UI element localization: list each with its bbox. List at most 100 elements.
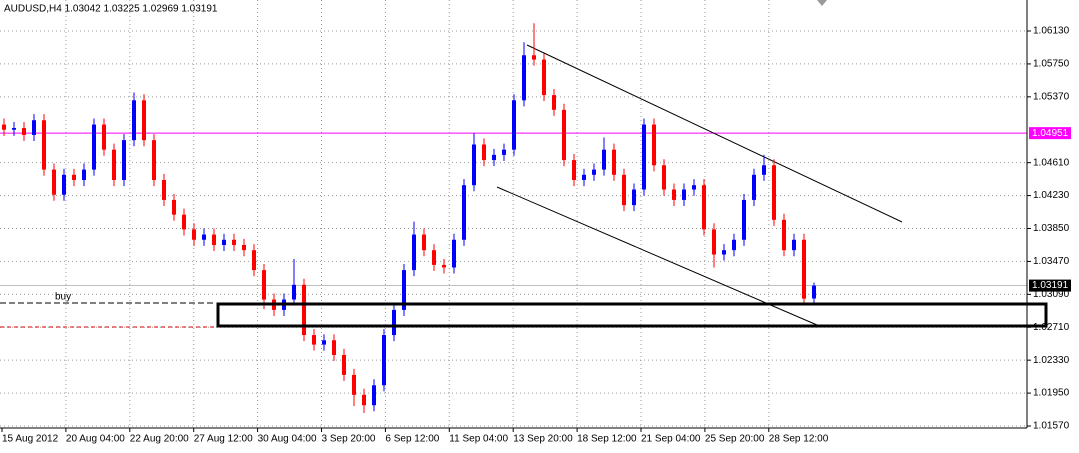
x-tick-label: 11 Sep 04:00 bbox=[449, 434, 508, 445]
candle-body bbox=[62, 174, 66, 195]
candle-body bbox=[92, 124, 96, 170]
candle-body bbox=[332, 340, 336, 355]
candle-body bbox=[512, 100, 516, 150]
candle-body bbox=[262, 270, 266, 300]
candle-body bbox=[732, 239, 736, 251]
candle-body bbox=[772, 165, 776, 220]
candle-body bbox=[72, 174, 76, 181]
candle-body bbox=[302, 284, 306, 336]
y-tick-label: 1.06130 bbox=[1033, 26, 1070, 37]
candle-body bbox=[22, 128, 26, 135]
candle-body bbox=[752, 174, 756, 200]
candle-body bbox=[592, 169, 596, 175]
candle-body bbox=[652, 124, 656, 166]
candle-body bbox=[132, 100, 136, 141]
candle-body bbox=[792, 239, 796, 251]
candle-body bbox=[312, 335, 316, 345]
candle-body bbox=[442, 264, 446, 268]
y-tick-label: 1.03850 bbox=[1033, 223, 1070, 234]
price-level-label: 1.03191 bbox=[1032, 280, 1069, 291]
x-tick-label: 20 Aug 04:00 bbox=[66, 434, 125, 445]
candle-body bbox=[492, 154, 496, 161]
candle-body bbox=[672, 189, 676, 200]
x-tick-label: 22 Aug 20:00 bbox=[130, 434, 189, 445]
candle-body bbox=[472, 144, 476, 186]
candle-body bbox=[352, 374, 356, 395]
channel-upper bbox=[526, 44, 903, 223]
candle-body bbox=[112, 149, 116, 181]
candle-body bbox=[12, 128, 16, 130]
candle-body bbox=[182, 214, 186, 230]
candle-body bbox=[722, 250, 726, 255]
candle-body bbox=[392, 309, 396, 336]
y-tick-label: 1.04230 bbox=[1033, 190, 1070, 201]
candle-body bbox=[502, 149, 506, 155]
x-tick-label: 15 Aug 2012 bbox=[2, 434, 59, 445]
candle-body bbox=[762, 165, 766, 175]
candle-body bbox=[662, 165, 666, 190]
candle-body bbox=[562, 109, 566, 161]
candle-body bbox=[32, 120, 36, 135]
candle-body bbox=[712, 229, 716, 255]
candle-body bbox=[462, 185, 466, 240]
chart-title: AUDUSD,H4 1.03042 1.03225 1.02969 1.0319… bbox=[4, 4, 218, 15]
candle-body bbox=[682, 189, 686, 200]
x-tick-label: 6 Sep 12:00 bbox=[385, 434, 439, 445]
candle-body bbox=[102, 124, 106, 150]
x-tick-label: 28 Sep 12:00 bbox=[769, 434, 829, 445]
candle-body bbox=[582, 174, 586, 181]
candle-body bbox=[292, 284, 296, 300]
candle-body bbox=[212, 234, 216, 245]
y-tick-label: 1.02710 bbox=[1033, 322, 1070, 333]
candle-body bbox=[702, 185, 706, 230]
candle-body bbox=[322, 340, 326, 345]
candle-body bbox=[362, 394, 366, 406]
candle-body bbox=[122, 140, 126, 181]
candle-body bbox=[82, 169, 86, 181]
candle-body bbox=[522, 55, 526, 101]
candle-body bbox=[422, 234, 426, 251]
candle-body bbox=[252, 250, 256, 271]
candle-body bbox=[242, 244, 246, 251]
candles bbox=[2, 23, 816, 414]
y-tick-label: 1.01570 bbox=[1033, 421, 1070, 432]
candle-body bbox=[452, 239, 456, 268]
candle-body bbox=[632, 189, 636, 206]
candle-body bbox=[152, 140, 156, 181]
price-level-box bbox=[1029, 279, 1071, 292]
candle-body bbox=[742, 199, 746, 240]
buy-label: buy bbox=[55, 292, 71, 303]
x-tick-label: 25 Sep 20:00 bbox=[705, 434, 765, 445]
y-tick-label: 1.05370 bbox=[1033, 91, 1070, 102]
candle-body bbox=[192, 229, 196, 240]
x-tick-label: 13 Sep 20:00 bbox=[513, 434, 573, 445]
candle-body bbox=[692, 185, 696, 190]
candle-body bbox=[52, 169, 56, 195]
price-level-box bbox=[1029, 127, 1071, 140]
candle-body bbox=[162, 180, 166, 200]
candle-body bbox=[402, 270, 406, 310]
candle-body bbox=[172, 199, 176, 215]
scroll-marker bbox=[817, 0, 827, 6]
x-tick-label: 3 Sep 20:00 bbox=[322, 434, 376, 445]
x-tick-label: 21 Sep 04:00 bbox=[641, 434, 701, 445]
candle-body bbox=[482, 144, 486, 161]
y-tick-label: 1.03470 bbox=[1033, 256, 1070, 267]
candle-body bbox=[202, 234, 206, 240]
candle-body bbox=[222, 239, 226, 245]
x-tick-label: 27 Aug 12:00 bbox=[194, 434, 253, 445]
candle-body bbox=[802, 239, 806, 299]
candle-body bbox=[602, 149, 606, 170]
candle-body bbox=[142, 100, 146, 141]
candle-body bbox=[2, 124, 6, 130]
y-tick-label: 1.05750 bbox=[1033, 59, 1070, 70]
zone-box bbox=[216, 302, 1048, 328]
candle-body bbox=[642, 124, 646, 190]
candle-body bbox=[382, 335, 386, 386]
x-tick-label: 30 Aug 04:00 bbox=[258, 434, 317, 445]
candle-body bbox=[232, 239, 236, 245]
candle-body bbox=[622, 174, 626, 206]
candle-body bbox=[552, 95, 556, 110]
candle-body bbox=[612, 149, 616, 175]
